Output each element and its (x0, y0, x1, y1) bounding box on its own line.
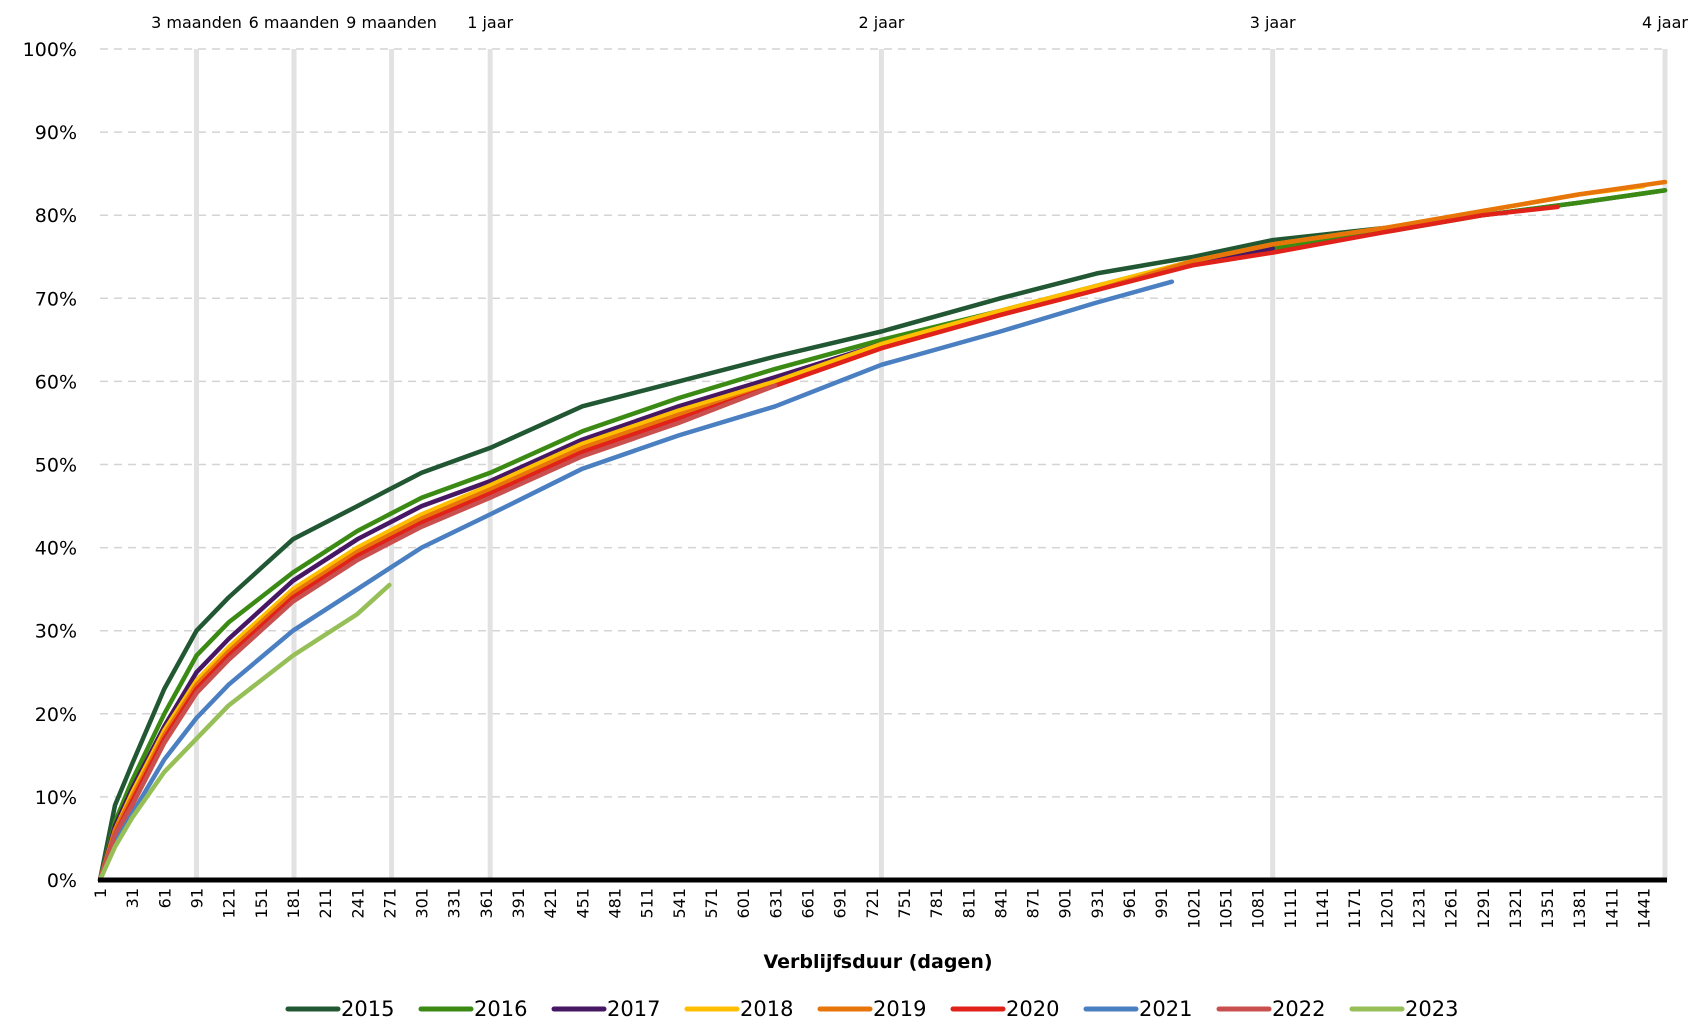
x-tick-label: 301 (413, 888, 432, 919)
series-line-2020 (97, 204, 1561, 883)
series-line-2017 (97, 246, 1275, 883)
x-tick-label: 1351 (1538, 888, 1557, 929)
y-tick-label: 80% (35, 205, 77, 227)
marker-label: 1 jaar (467, 13, 513, 32)
legend-label: 2023 (1405, 997, 1458, 1021)
x-tick-label: 271 (380, 888, 399, 919)
x-tick-label: 541 (670, 888, 689, 919)
x-tick-label: 871 (1024, 888, 1043, 919)
series-line-2023 (97, 582, 392, 883)
x-tick-label: 841 (991, 888, 1010, 919)
axes: 0% 10% 20% 30% 40% 50% 60% 70% 80% 90% 100% 1 31 61 91… (23, 39, 1667, 929)
x-tick-label: 691 (831, 888, 850, 919)
legend-label: 2017 (607, 997, 660, 1021)
series-line-2019 (97, 179, 1668, 883)
series-line-2016 (97, 188, 1668, 883)
x-tick-label: 721 (863, 888, 882, 919)
x-tick-label: 241 (348, 888, 367, 919)
y-tick-label: 50% (35, 455, 77, 477)
x-tick-label: 1141 (1313, 888, 1332, 929)
x-tick-label: 1441 (1635, 888, 1654, 929)
x-tick-label: 211 (316, 888, 335, 919)
x-tick-label: 1 (91, 888, 110, 898)
y-tick-label: 60% (35, 371, 77, 393)
x-tick-label: 1111 (1281, 888, 1300, 929)
x-tick-label: 511 (638, 888, 657, 919)
series-line-2021 (97, 279, 1175, 883)
y-tick-label: 70% (35, 288, 77, 310)
marker-label: 6 maanden (249, 13, 340, 32)
y-tick-label: 100% (23, 39, 77, 61)
y-tick-label: 40% (35, 538, 77, 560)
y-tick-label: 20% (35, 704, 77, 726)
x-tick-label: 61 (155, 888, 174, 908)
x-tick-label: 991 (1152, 888, 1171, 919)
x-tick-label: 571 (702, 888, 721, 919)
marker-label: 2 jaar (858, 13, 904, 32)
series-line-2015 (97, 188, 1668, 883)
x-tick-label: 331 (445, 888, 464, 919)
legend-label: 2019 (873, 997, 926, 1021)
legend-label: 2020 (1006, 997, 1059, 1021)
x-tick-label: 631 (766, 888, 785, 919)
x-tick-label: 1291 (1474, 888, 1493, 929)
marker-label: 3 maanden (151, 13, 242, 32)
x-tick-label: 901 (1056, 888, 1075, 919)
x-axis-title: Verblijfsduur (dagen) (763, 951, 992, 973)
legend-label: 2021 (1139, 997, 1192, 1021)
x-tick-label: 1381 (1570, 888, 1589, 929)
y-tick-label: 10% (35, 787, 77, 809)
time-markers: 3 maanden 6 maanden 9 maanden 1 jaar 2 jaar 3… (151, 13, 1688, 880)
x-tick-label: 751 (895, 888, 914, 919)
y-tick-label: 30% (35, 621, 77, 643)
x-tick-label: 361 (477, 888, 496, 919)
marker-label: 4 jaar (1642, 13, 1688, 32)
x-tick-label: 1171 (1345, 888, 1364, 929)
legend: 2015 2016 2017 2018 2019 2020 2021 2022 2023 (285, 997, 1458, 1021)
x-tick-label: 601 (734, 888, 753, 919)
legend-label: 2016 (474, 997, 527, 1021)
x-tick-label: 1411 (1602, 888, 1621, 929)
gridlines (100, 48, 1665, 798)
marker-label: 9 maanden (346, 13, 437, 32)
x-tick-label: 181 (284, 888, 303, 919)
x-tick-label: 1081 (1249, 888, 1268, 929)
x-tick-label: 961 (1120, 888, 1139, 919)
legend-label: 2018 (740, 997, 793, 1021)
x-tick-label: 1231 (1410, 888, 1429, 929)
x-tick-label: 811 (959, 888, 978, 919)
x-tick-label: 151 (252, 888, 271, 919)
marker-label: 3 jaar (1250, 13, 1296, 32)
legend-label: 2015 (341, 997, 394, 1021)
x-tick-label: 1261 (1442, 888, 1461, 929)
x-tick-label: 481 (606, 888, 625, 919)
y-tick-label: 90% (35, 122, 77, 144)
legend-label: 2022 (1272, 997, 1325, 1021)
x-tick-label: 91 (188, 888, 207, 908)
x-tick-label: 1201 (1377, 888, 1396, 929)
x-tick-label: 931 (1088, 888, 1107, 919)
y-tick-label: 0% (47, 870, 77, 892)
series-line-2018 (97, 183, 1646, 883)
x-tick-label: 1321 (1506, 888, 1525, 929)
x-tick-label: 121 (220, 888, 239, 919)
x-tick-label: 1051 (1217, 888, 1236, 929)
x-tick-label: 781 (927, 888, 946, 919)
x-tick-label: 1021 (1184, 888, 1203, 929)
series-line-2022 (97, 383, 778, 883)
x-tick-label: 451 (573, 888, 592, 919)
x-tick-label: 421 (541, 888, 560, 919)
x-tick-label: 31 (123, 888, 142, 908)
x-tick-label: 391 (509, 888, 528, 919)
series-lines (97, 179, 1668, 883)
x-tick-label: 661 (799, 888, 818, 919)
